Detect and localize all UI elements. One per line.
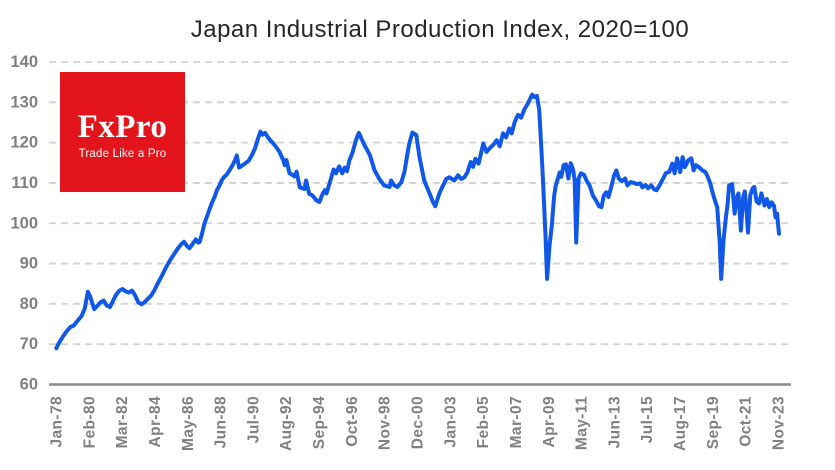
y-tick-label-130: 130 — [10, 93, 38, 111]
y-tick-label-120: 120 — [10, 134, 38, 152]
ip-index-series-line — [54, 92, 781, 351]
y-tick-label-110: 110 — [11, 174, 38, 192]
fxpro-logo-wordmark: FxPro — [77, 108, 168, 145]
x-tick-label: Nov-23 — [771, 396, 788, 450]
x-tick-label: Apr-84 — [147, 396, 164, 448]
fxpro-logo-tagline: Trade Like a Pro — [78, 147, 167, 160]
x-tick-label: Oct-21 — [738, 396, 755, 447]
fxpro-logo: FxPro Trade Like a Pro — [60, 72, 185, 192]
x-tick-label: Aug-17 — [672, 396, 689, 451]
x-tick-label: Feb-05 — [475, 396, 492, 448]
x-tick-label: Jul-15 — [639, 396, 656, 443]
y-tick-label-140: 140 — [10, 53, 38, 71]
x-tick-label: May-86 — [180, 396, 197, 451]
y-tick-label-60: 60 — [20, 376, 38, 394]
x-tick-label: Jul-90 — [245, 396, 262, 443]
x-tick-label: Jun-88 — [213, 396, 230, 448]
x-tick-label: Jan-78 — [49, 396, 66, 448]
y-tick-label-100: 100 — [10, 214, 38, 232]
x-tick-label: Mar-82 — [114, 396, 131, 448]
x-tick-label: Dec-00 — [410, 396, 427, 449]
y-tick-label-70: 70 — [20, 335, 38, 353]
x-tick-label: Mar-07 — [508, 396, 525, 448]
x-tick-label: Jun-13 — [606, 396, 623, 448]
x-tick-label: Apr-09 — [541, 396, 558, 448]
x-tick-label: Feb-80 — [81, 396, 98, 448]
x-tick-label: Nov-98 — [377, 396, 394, 450]
y-tick-label-90: 90 — [20, 255, 38, 273]
x-tick-label: Aug-92 — [278, 396, 295, 451]
x-tick-label: Jan-03 — [442, 396, 459, 448]
chart-title: Japan Industrial Production Index, 2020=… — [190, 16, 690, 43]
x-tick-label: Oct-96 — [344, 396, 361, 447]
x-tick-label: May-11 — [574, 396, 591, 450]
y-tick-label-80: 80 — [20, 295, 38, 313]
x-tick-label: Sep-94 — [311, 396, 328, 449]
x-tick-label: Sep-19 — [705, 396, 722, 449]
